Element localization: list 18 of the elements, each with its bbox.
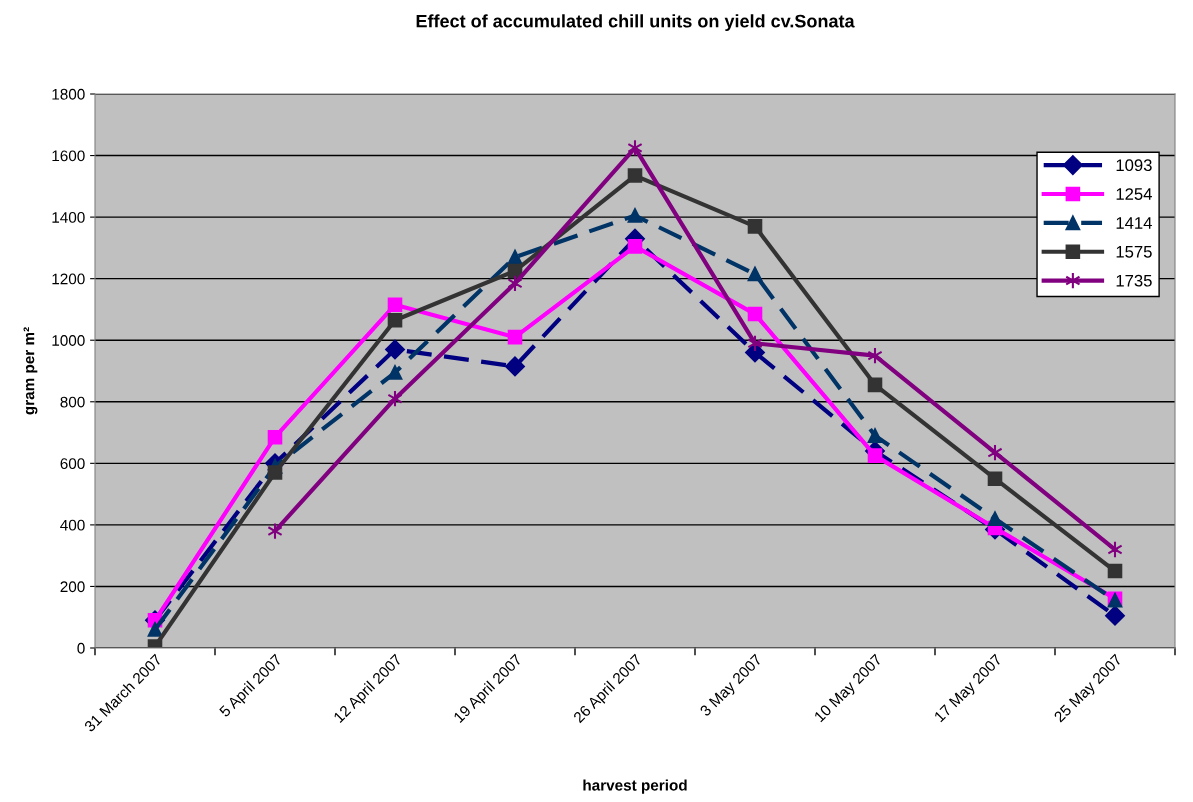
legend-label: 1254 <box>1116 188 1152 200</box>
x-axis-title: harvest period <box>583 779 687 794</box>
y-tick-label: 0 <box>77 642 85 654</box>
y-tick-label: 1800 <box>52 88 85 100</box>
y-tick-label: 1600 <box>52 150 85 162</box>
y-axis-title: gram per m² <box>23 327 38 415</box>
y-tick-label: 1200 <box>52 273 85 285</box>
y-tick-label: 1400 <box>52 211 85 223</box>
legend-label: 1575 <box>1116 246 1152 258</box>
y-tick-label: 600 <box>60 458 85 470</box>
y-tick-label: 1000 <box>52 335 85 346</box>
legend-label: 1093 <box>1116 159 1152 172</box>
chart-title: Effect of accumulated chill units on yield cv.Sonata <box>416 14 855 32</box>
legend-label: 1414 <box>1116 217 1152 229</box>
legend-label: 1735 <box>1116 274 1152 287</box>
y-tick-label: 200 <box>60 581 85 593</box>
y-tick-label: 800 <box>60 396 85 408</box>
y-tick-label: 400 <box>60 519 85 531</box>
